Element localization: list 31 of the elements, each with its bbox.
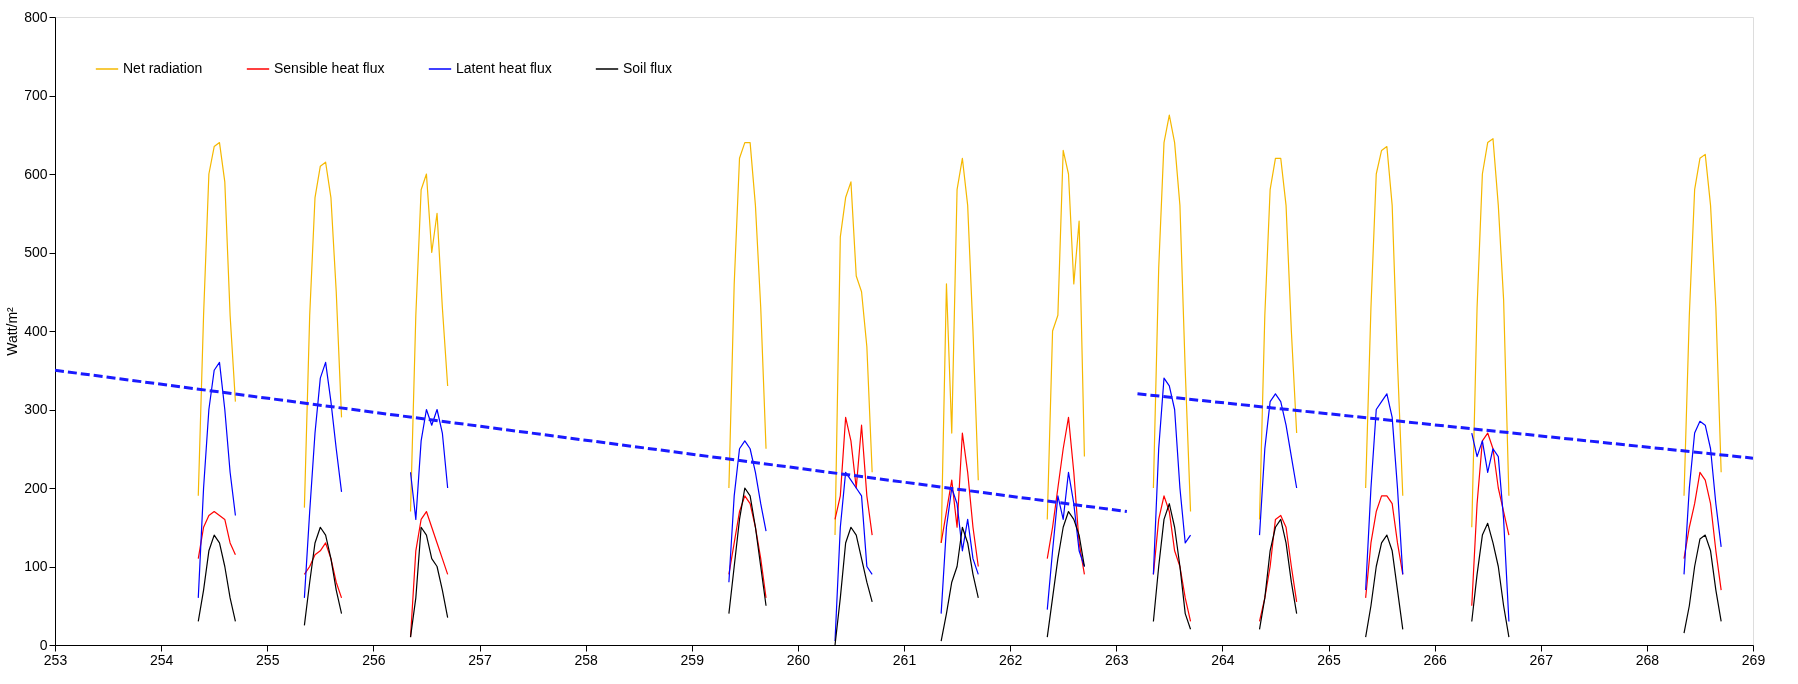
y-tick-label: 600 bbox=[24, 165, 48, 182]
y-tick-label: 100 bbox=[24, 558, 48, 574]
x-tick-label: 264 bbox=[1211, 651, 1235, 668]
legend-label: Soil flux bbox=[623, 60, 673, 76]
y-tick-label: 300 bbox=[24, 401, 48, 417]
x-tick-label: 266 bbox=[1423, 651, 1448, 668]
x-tick-label: 267 bbox=[1529, 651, 1554, 668]
y-tick-label: 400 bbox=[24, 322, 48, 339]
x-tick-label: 253 bbox=[43, 651, 68, 668]
legend-label: Latent heat flux bbox=[456, 60, 552, 76]
legend-label: Net radiation bbox=[123, 60, 203, 76]
x-tick-label: 255 bbox=[256, 651, 280, 668]
legend-label: Sensible heat flux bbox=[274, 60, 385, 76]
x-tick-label: 254 bbox=[149, 651, 174, 668]
y-tick-label: 200 bbox=[24, 479, 48, 496]
y-axis-title: Watt/m² bbox=[4, 306, 21, 356]
x-tick-label: 260 bbox=[786, 651, 811, 668]
x-tick-label: 258 bbox=[574, 651, 599, 668]
x-tick-label: 269 bbox=[1741, 651, 1766, 668]
y-tick-label: 500 bbox=[24, 244, 48, 260]
x-tick-label: 261 bbox=[892, 651, 917, 668]
y-tick-label: 0 bbox=[39, 636, 48, 653]
y-tick-label: 800 bbox=[24, 8, 48, 25]
x-tick-label: 265 bbox=[1317, 651, 1341, 668]
x-tick-label: 257 bbox=[468, 651, 492, 668]
x-tick-label: 262 bbox=[998, 651, 1023, 668]
x-tick-label: 256 bbox=[362, 651, 386, 668]
x-tick-label: 263 bbox=[1105, 651, 1129, 668]
x-tick-label: 259 bbox=[680, 651, 705, 668]
x-tick-label: 268 bbox=[1635, 651, 1660, 668]
y-tick-label: 700 bbox=[24, 87, 48, 103]
